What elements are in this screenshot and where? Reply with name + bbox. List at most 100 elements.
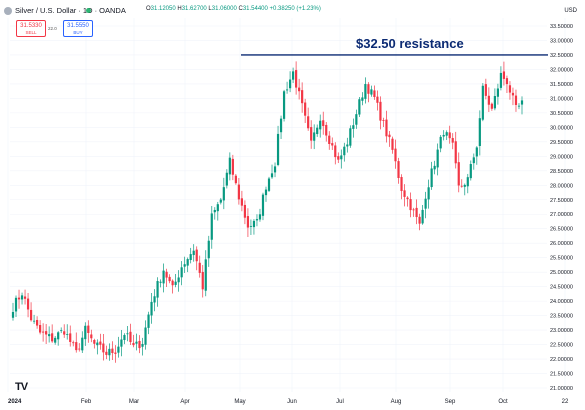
time-tick-label: May — [234, 399, 245, 405]
candle-up — [493, 96, 496, 109]
candle-down — [243, 204, 247, 218]
candle-up — [436, 149, 439, 168]
candle-up — [120, 339, 123, 347]
candle-up — [186, 259, 189, 266]
candle-down — [328, 135, 331, 144]
candle-down — [23, 296, 27, 299]
candle-up — [20, 295, 24, 300]
candle-up — [159, 281, 162, 283]
candle-down — [237, 184, 240, 200]
buy-button[interactable]: 31.5550 BUY — [63, 20, 93, 37]
candle-up — [225, 172, 228, 186]
candle-down — [99, 341, 102, 345]
price-tick-label: 30.50000 — [550, 111, 573, 117]
candle-up — [228, 157, 231, 175]
candle-down — [412, 209, 415, 211]
candle-down — [90, 334, 93, 339]
candle-up — [144, 327, 147, 345]
silver-symbol-icon — [4, 7, 12, 15]
price-tick-label: 23.00000 — [550, 328, 573, 334]
candle-down — [388, 134, 391, 138]
candle-up — [153, 296, 156, 303]
candle-down — [394, 148, 397, 162]
candle-down — [487, 95, 490, 105]
candle-down — [511, 92, 515, 96]
candle-down — [78, 348, 81, 350]
candle-down — [337, 156, 340, 160]
candle-up — [11, 311, 15, 318]
symbol-title[interactable]: Silver / U.S. Dollar · 1D · OANDA — [15, 6, 126, 15]
candle-up — [84, 325, 87, 340]
time-tick-label: 22 — [562, 399, 569, 405]
candle-down — [376, 96, 379, 103]
candle-down — [29, 309, 33, 321]
resistance-label: $32.50 resistance — [356, 36, 464, 51]
price-axis[interactable]: 21.00000 21.50000 22.00000 22.50000 23.00000… — [550, 24, 573, 392]
candle-up — [316, 127, 319, 135]
candle-down — [295, 70, 298, 88]
price-tick-label: 25.00000 — [550, 270, 573, 276]
open-value: 31.12050 — [150, 6, 176, 12]
candle-up — [267, 178, 271, 191]
candle-up — [261, 194, 265, 216]
candle-down — [301, 90, 304, 104]
time-axis[interactable]: 2024 Feb Mar Apr May Jun Jul Aug Sep Oct 22 — [8, 399, 569, 405]
price-tick-label: 27.50000 — [550, 198, 573, 204]
price-tick-label: 33.00000 — [550, 38, 573, 44]
candle-down — [129, 331, 132, 343]
price-tick-label: 27.00000 — [550, 212, 573, 218]
high-key: H — [177, 6, 182, 12]
candle-up — [472, 157, 475, 164]
candle-up — [216, 204, 219, 212]
candle-up — [264, 189, 268, 196]
candle-down — [508, 85, 512, 93]
candle-down — [45, 331, 48, 335]
sell-button[interactable]: 31.5330 SELL — [16, 20, 46, 37]
sell-price: 31.5330 — [20, 23, 42, 29]
candle-down — [451, 138, 454, 143]
candle-up — [445, 132, 448, 136]
currency-label[interactable]: USD — [564, 8, 577, 14]
buy-label: BUY — [73, 30, 83, 35]
candle-down — [484, 84, 487, 96]
candle-down — [195, 249, 198, 262]
candle-down — [132, 342, 135, 346]
candle-up — [364, 84, 367, 99]
candle-up — [370, 89, 373, 95]
price-tick-label: 24.00000 — [550, 299, 573, 305]
price-tick-label: 30.00000 — [550, 125, 573, 131]
candle-down — [385, 119, 388, 137]
buy-price: 31.5550 — [67, 23, 89, 29]
candle-up — [147, 314, 150, 328]
candle-up — [340, 155, 343, 160]
candle-up — [463, 184, 466, 187]
candle-up — [126, 333, 129, 335]
candle-up — [204, 259, 207, 291]
candle-up — [14, 297, 18, 312]
tradingview-logo-icon[interactable]: TV — [15, 381, 28, 393]
candle-down — [26, 298, 30, 310]
candle-up — [319, 120, 322, 130]
candle-up — [343, 146, 346, 156]
candle-down — [93, 339, 96, 344]
candle-up — [349, 128, 352, 146]
candle-up — [285, 89, 289, 91]
price-tick-label: 21.50000 — [550, 372, 573, 378]
candle-up — [54, 337, 57, 343]
candle-down — [63, 331, 66, 335]
candle-down — [490, 103, 493, 109]
candle-down — [373, 90, 376, 98]
candle-up — [442, 134, 445, 137]
candle-up — [252, 220, 256, 228]
candle-up — [292, 71, 295, 80]
candle-down — [246, 216, 250, 228]
price-tick-label: 26.50000 — [550, 227, 573, 233]
time-tick-label: Sep — [445, 399, 456, 405]
candle-up — [219, 199, 222, 203]
candle-down — [39, 325, 42, 333]
candle-down — [391, 138, 394, 150]
candle-down — [234, 175, 237, 184]
candle-up — [361, 97, 364, 101]
candle-up — [213, 209, 216, 213]
